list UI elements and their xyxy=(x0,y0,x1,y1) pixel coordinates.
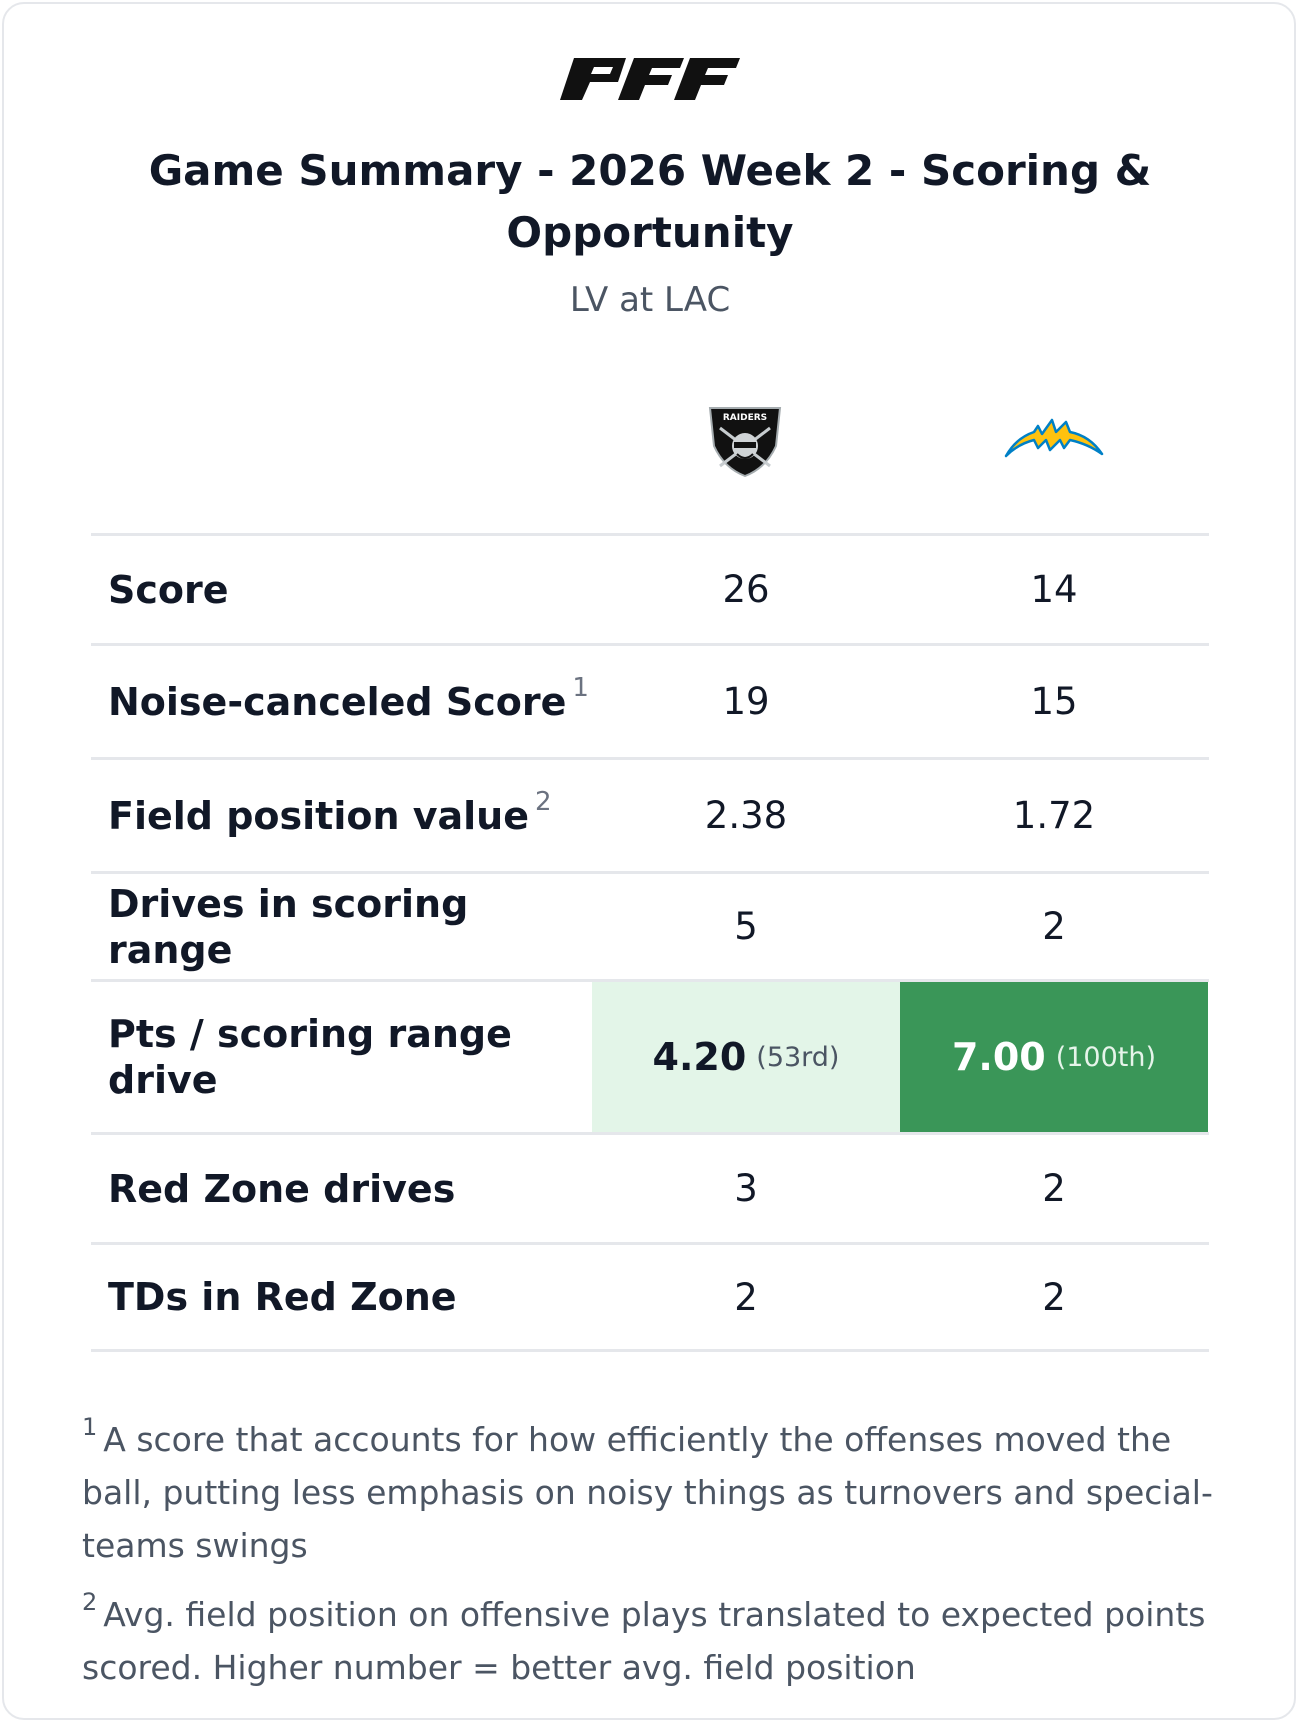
table-row-pts-per-scoring-range-drive: Pts / scoring range drive 4.20 (53rd) 7.… xyxy=(91,979,1209,1132)
table-row-noise-canceled-score: Noise-canceled Score 1 19 15 xyxy=(91,643,1209,757)
table-row-drives-in-scoring-range: Drives in scoring range 5 2 xyxy=(91,871,1209,979)
row-label: TDs in Red Zone xyxy=(108,1275,457,1319)
matchup-subtitle: LV at LAC xyxy=(569,280,731,320)
chargers-logo-icon xyxy=(1004,416,1104,466)
away-value-highlighted: 4.20 (53rd) xyxy=(592,982,900,1132)
row-label: Field position value 2 xyxy=(91,760,592,871)
home-value: 2 xyxy=(1042,1275,1066,1319)
home-value: 14 xyxy=(1030,568,1078,611)
away-value: 26 xyxy=(722,568,770,611)
away-value: 2.38 xyxy=(704,794,788,837)
raiders-logo-icon: RAIDERS xyxy=(706,406,784,478)
home-value: 7.00 xyxy=(951,1035,1046,1079)
home-value: 15 xyxy=(1030,680,1078,723)
table-row-score: Score 26 14 xyxy=(91,533,1209,643)
row-label: Drives in scoring range xyxy=(108,881,469,972)
footnote-2: 2 Avg. field position on offensive plays … xyxy=(82,1588,1206,1687)
home-value: 2 xyxy=(1042,1167,1066,1210)
raiders-logo-text: RAIDERS xyxy=(723,413,767,423)
home-value-highlighted: 7.00 (100th) xyxy=(900,982,1208,1132)
home-value: 2 xyxy=(1042,905,1066,948)
away-value: 19 xyxy=(722,680,770,723)
row-label: Red Zone drives xyxy=(108,1166,456,1211)
stats-table: Score 26 14 Noise-canceled Score 1 19 15 … xyxy=(91,533,1209,1352)
away-value: 2 xyxy=(734,1275,758,1319)
row-label: Pts / scoring range drive xyxy=(108,1012,512,1102)
footnote-marker: 2 xyxy=(535,786,552,817)
row-label: Score xyxy=(108,567,229,612)
table-row-red-zone-drives: Red Zone drives 3 2 xyxy=(91,1132,1209,1242)
pff-logo xyxy=(560,58,740,108)
away-value: 5 xyxy=(734,905,758,948)
row-label: Noise-canceled Score 1 xyxy=(91,646,592,757)
table-row-field-position-value: Field position value 2 2.38 1.72 xyxy=(91,757,1209,871)
footnote-marker: 1 xyxy=(572,672,589,703)
away-value: 4.20 xyxy=(652,1035,747,1079)
home-percentile: (100th) xyxy=(1055,1041,1157,1073)
page-title: Game Summary - 2026 Week 2 - Scoring & O… xyxy=(148,146,1152,257)
home-value: 1.72 xyxy=(1012,794,1096,837)
away-value: 3 xyxy=(734,1167,758,1210)
table-row-tds-in-red-zone: TDs in Red Zone 2 2 xyxy=(91,1242,1209,1352)
away-percentile: (53rd) xyxy=(756,1041,840,1073)
